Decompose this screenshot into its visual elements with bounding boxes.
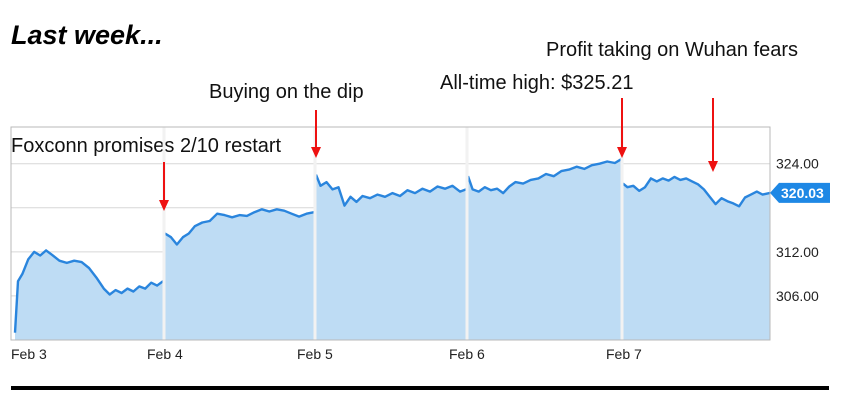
x-tick-label-1: Feb 4 xyxy=(147,346,183,362)
area-session-2 xyxy=(165,209,314,340)
area-session-4 xyxy=(468,159,621,340)
price-line-session-3 xyxy=(314,174,467,207)
line-layer xyxy=(13,158,771,333)
y-axis: 306.00 312.00 324.00 xyxy=(776,156,819,304)
last-price-badge-shape xyxy=(770,182,830,203)
chart-title: Last week... xyxy=(11,20,163,50)
annotation-wuhan: Profit taking on Wuhan fears xyxy=(546,39,798,61)
price-line-session-2 xyxy=(164,208,315,246)
price-line-session-5 xyxy=(622,175,771,208)
last-price-badge: 320.03 xyxy=(770,182,830,203)
y-tick-label-0: 306.00 xyxy=(776,288,819,304)
x-tick-label-0: Feb 3 xyxy=(11,346,47,362)
x-axis: Feb 3 Feb 4 Feb 5 Feb 6 Feb 7 xyxy=(11,346,642,362)
area-layer xyxy=(15,159,770,340)
last-price-label: 320.03 xyxy=(781,185,824,201)
annotation-arrow-head-4 xyxy=(708,161,718,172)
bottom-divider xyxy=(11,386,829,390)
annotation-dip: Buying on the dip xyxy=(209,81,364,103)
price-line-session-1 xyxy=(13,249,164,333)
area-session-5 xyxy=(623,176,770,340)
price-line-session-4 xyxy=(466,158,622,195)
y-tick-label-2: 324.00 xyxy=(776,156,819,172)
x-tick-label-3: Feb 6 xyxy=(449,346,485,362)
annotation-foxconn: Foxconn promises 2/10 restart xyxy=(11,135,282,157)
plot-frame xyxy=(10,126,771,341)
annotation-arrow-head-3 xyxy=(617,147,627,158)
area-session-3 xyxy=(316,174,466,340)
x-tick-label-2: Feb 5 xyxy=(297,346,333,362)
annotation-arrow-head-1 xyxy=(159,200,169,211)
annotation-arrows xyxy=(159,98,718,211)
area-session-1 xyxy=(15,250,163,340)
y-tick-label-1: 312.00 xyxy=(776,244,819,260)
annotation-high: All-time high: $325.21 xyxy=(440,72,634,94)
annotation-arrow-head-2 xyxy=(311,147,321,158)
x-tick-label-4: Feb 7 xyxy=(606,346,642,362)
